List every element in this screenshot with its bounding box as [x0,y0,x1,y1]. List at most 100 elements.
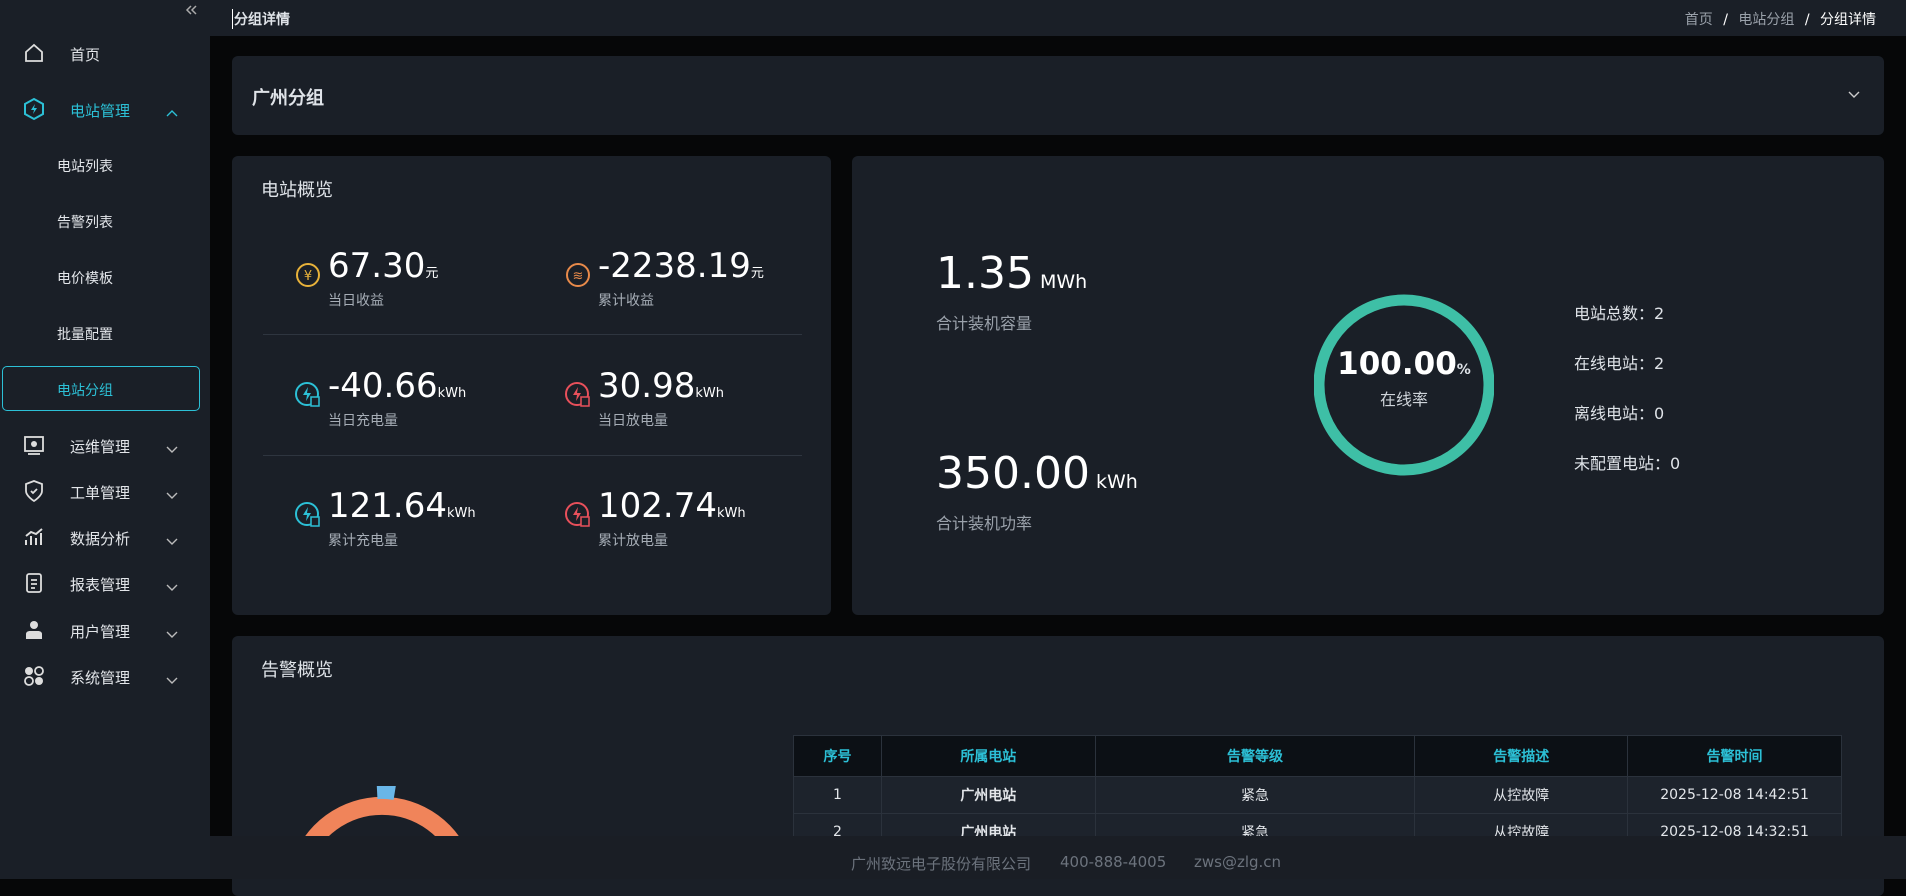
stat-number: -2238.19 [598,246,751,286]
capacity-unit: kWh [1095,471,1138,493]
menu-item[interactable]: 数据分析 [70,530,131,548]
menu-chevron-svg [166,584,178,591]
stat-number: 30.98 [598,366,696,406]
rate-value: 100.00 [1337,346,1457,382]
breadcrumb-item: 分组详情 [1820,12,1876,28]
menu-icon [22,525,46,549]
stat-label: 当日充电量 [328,413,398,429]
breadcrumb-item[interactable]: 电站分组 [1738,12,1795,28]
table-header: 告警等级 [1094,735,1416,777]
stat-unit: kWh [716,506,746,521]
menu-chevron-svg [166,631,178,638]
menu-item[interactable]: 电站管理 [70,102,131,120]
table-cell: 紧急 [1094,776,1416,814]
menu-icon-svg [24,436,44,455]
breadcrumb-sep: / [1723,12,1728,28]
stat-icon-svg: ¥ [296,263,320,287]
menu-item[interactable]: 电站列表 [57,159,113,175]
menu-item[interactable]: 报表管理 [70,576,131,594]
header: 分组详情 首页 / 电站分组 / 分组详情 [210,0,1906,36]
footer-email: zws@zlg.cn [1194,853,1282,871]
stat-label: 累计放电量 [598,533,668,549]
capacity-unit: MWh [1039,271,1088,293]
menu-icon-svg [26,573,42,593]
stat-value: 121.64kWh [328,486,476,526]
stat-value: 102.74kWh [598,486,746,526]
stat-unit: 元 [750,266,764,281]
stat-icon [564,501,592,529]
footer: 广州致远电子股份有限公司 400-888-4005 zws@zlg.cn [210,836,1906,879]
menu-chevron-svg [166,446,178,453]
stat-icon-svg [565,502,590,527]
rate-label: 在线率 [1379,390,1428,409]
menu-item[interactable]: 用户管理 [70,623,131,641]
menu-chevron [166,532,178,545]
menu-item[interactable]: 工单管理 [70,484,131,502]
table-cell: 2025-12-08 14:42:51 [1627,776,1842,814]
table-header-row: 序号 所属电站 告警等级 告警描述 告警时间 [793,735,1842,777]
menu-chevron [166,578,178,591]
divider [263,455,802,456]
stat-icon [294,381,322,409]
svg-text:¥: ¥ [304,269,312,284]
table-header: 序号 [793,735,882,777]
stat-unit: kWh [695,386,724,401]
capacity-card: 100.00% 在线率 1.35 MWh 合计装机容量 350.00 kWh 合计装机功率… [852,156,1884,615]
stat-value: 67.30元 [328,246,438,286]
stat-unit: 元 [425,266,439,281]
menu-icon-svg [24,666,44,686]
stat-icon [564,381,592,409]
menu-item[interactable]: 电价模板 [57,271,113,287]
menu-item[interactable]: 首页 [70,46,101,64]
menu-chevron-svg [166,538,178,545]
table-cell: 广州电站 [880,776,1096,814]
station-count: 未配置电站：0 [1574,454,1681,473]
table-header: 告警时间 [1627,735,1842,777]
svg-text:≋: ≋ [573,269,584,284]
stat-value: -2238.19元 [598,246,764,286]
menu-icon-svg [24,97,44,121]
menu-chevron-svg [166,677,178,684]
stat-value: 30.98kWh [598,366,724,406]
stat-label: 累计充电量 [328,533,398,549]
breadcrumb-item[interactable]: 首页 [1684,12,1713,28]
stat-icon-svg [565,382,590,407]
table-header: 告警描述 [1414,735,1629,777]
menu-icon-svg [25,528,43,545]
breadcrumb-sep: / [1804,12,1810,28]
menu-chevron [166,440,178,453]
menu-item[interactable]: 系统管理 [70,669,131,687]
menu-item[interactable]: 运维管理 [70,438,131,456]
group-select[interactable]: 广州分组 [232,56,1884,135]
menu-chevron [166,625,178,638]
stat-value: -40.66kWh [328,366,466,406]
menu-chevron-svg [166,492,178,499]
overview-card: 电站概览 ¥67.30元 当日收益 ≋ -2238.19元 累计收益 -40.66kWh 当… [232,156,831,615]
sidebar: 首页电站管理电站列表告警列表电价模板批量配置电站分组运维管理工单管理数据分析报表… [0,0,210,879]
menu-item[interactable]: 告警列表 [57,215,113,231]
menu-chevron [166,671,178,684]
table-row: 1 广州电站 紧急 从控故障 2025-12-08 14:42:51 [793,776,1842,814]
menu-chevron [166,104,178,117]
card-title: 电站概览 [261,180,333,201]
table-cell: 从控故障 [1414,776,1629,814]
menu-icon [22,41,46,65]
card-title: 告警概览 [261,660,333,681]
station-count: 离线电站：0 [1574,404,1665,423]
stat-icon-svg [295,502,320,527]
stat-number: 102.74 [598,486,717,526]
station-count: 电站总数：2 [1574,304,1665,323]
chevron [1848,91,1860,98]
table-header: 所属电站 [880,735,1096,777]
menu-item[interactable]: 批量配置 [57,327,113,343]
capacity-label: 合计装机功率 [936,514,1033,533]
ring-arc [1314,294,1494,476]
stat-icon-svg [295,382,320,407]
menu-item[interactable]: 电站分组 [57,383,113,399]
online-ring [1314,294,1494,476]
collapse-icon[interactable] [184,4,198,16]
capacity-number: 350.00 [936,448,1090,499]
menu-icon [22,618,46,642]
